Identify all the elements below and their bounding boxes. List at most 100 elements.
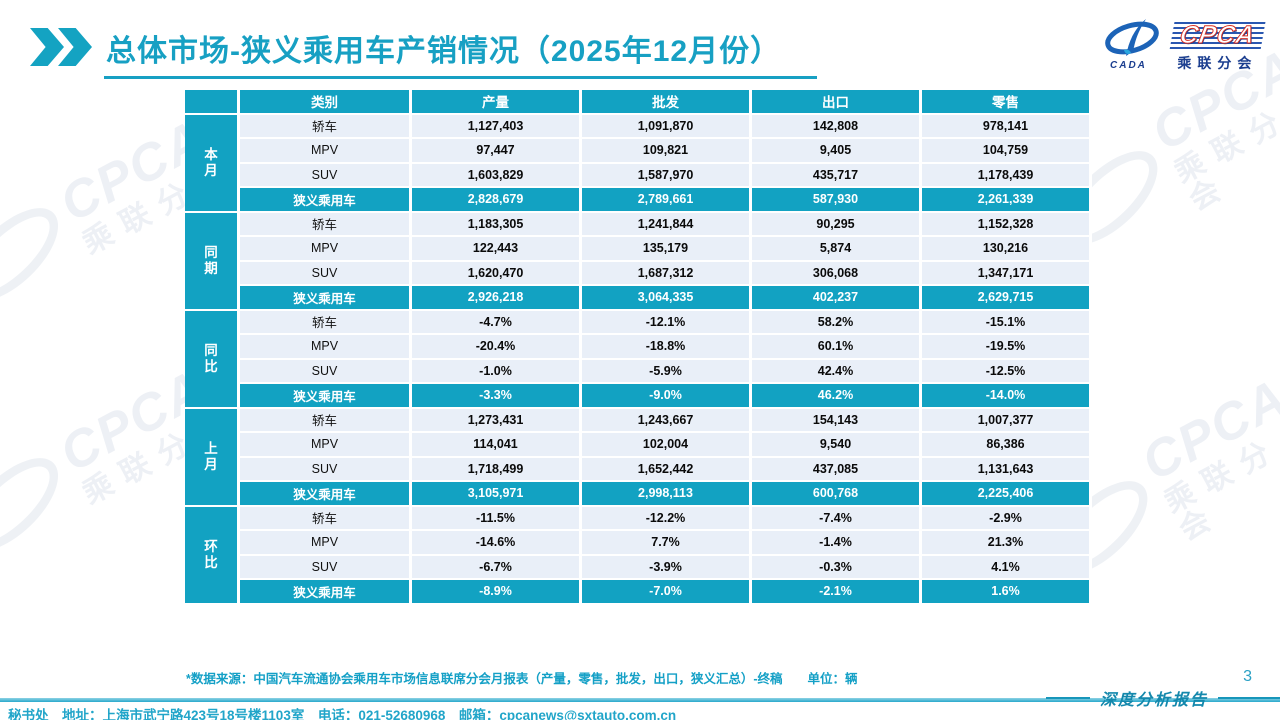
- value-cell: 97,447: [412, 139, 582, 164]
- watermark-subtext: 乘联分会: [1169, 100, 1280, 218]
- table-row: 狭义乘用车 3,105,971 2,998,113 600,768 2,225,406: [185, 482, 1092, 507]
- column-header-export: 出口: [752, 90, 922, 115]
- value-cell: -2.9%: [922, 506, 1092, 531]
- value-cell: 90,295: [752, 212, 922, 237]
- table-row: MPV -14.6% 7.7% -1.4% 21.3%: [185, 531, 1092, 556]
- category-cell: SUV: [240, 555, 412, 580]
- value-cell: 58.2%: [752, 310, 922, 335]
- category-cell: MPV: [240, 237, 412, 262]
- page-title: 总体市场-狭义乘用车产销情况（2025年12月份）: [104, 26, 818, 79]
- cpca-logo-subtext: 乘联分会: [1177, 55, 1258, 71]
- page-number: 3: [1243, 668, 1252, 685]
- category-cell: 狭义乘用车: [240, 188, 412, 213]
- table-row: SUV 1,603,829 1,587,970 435,717 1,178,439: [185, 163, 1092, 188]
- value-cell: 5,874: [752, 237, 922, 262]
- data-source-footnote: *数据来源：中国汽车流通协会乘用车市场信息联席分会月报表（产量，零售，批发，出口…: [186, 672, 858, 686]
- value-cell: 2,789,661: [582, 188, 752, 213]
- value-cell: 1,273,431: [412, 408, 582, 433]
- table-row: SUV -6.7% -3.9% -0.3% 4.1%: [185, 555, 1092, 580]
- watermark-subtext: 乘联分会: [1159, 430, 1280, 548]
- category-cell: MPV: [240, 335, 412, 360]
- value-cell: 122,443: [412, 237, 582, 262]
- category-cell: 轿车: [240, 408, 412, 433]
- value-cell: -14.0%: [922, 384, 1092, 409]
- value-cell: 104,759: [922, 139, 1092, 164]
- divider-line: [1045, 697, 1090, 699]
- value-cell: -20.4%: [412, 335, 582, 360]
- value-cell: 102,004: [582, 433, 752, 458]
- table-row: 狭义乘用车 2,926,218 3,064,335 402,237 2,629,715: [185, 286, 1092, 311]
- value-cell: -9.0%: [582, 384, 752, 409]
- group-label-3: 上月: [185, 408, 240, 507]
- value-cell: 21.3%: [922, 531, 1092, 556]
- value-cell: 1,183,305: [412, 212, 582, 237]
- group-label-4: 环比: [185, 506, 240, 605]
- value-cell: -7.4%: [752, 506, 922, 531]
- table-row: SUV 1,718,499 1,652,442 437,085 1,131,643: [185, 457, 1092, 482]
- footer-contact: 秘书处 地址：上海市武宁路423号18号楼1103室 电话：021-526809…: [8, 708, 677, 720]
- value-cell: 402,237: [752, 286, 922, 311]
- report-label: 深度分析报告: [1099, 692, 1208, 709]
- value-cell: 1,587,970: [582, 163, 752, 188]
- value-cell: 306,068: [752, 261, 922, 286]
- value-cell: 130,216: [922, 237, 1092, 262]
- value-cell: -12.1%: [582, 310, 752, 335]
- value-cell: -11.5%: [412, 506, 582, 531]
- value-cell: 978,141: [922, 114, 1092, 139]
- watermark-text: CPCA: [1132, 368, 1280, 493]
- report-tag: 深度分析报告: [1045, 686, 1280, 710]
- table-header-row: 类别 产量 批发 出口 零售: [185, 90, 1092, 115]
- value-cell: 2,225,406: [922, 482, 1092, 507]
- value-cell: 1,178,439: [922, 163, 1092, 188]
- watermark-ellipse-icon: [0, 442, 74, 568]
- value-cell: 4.1%: [922, 555, 1092, 580]
- value-cell: 1,347,171: [922, 261, 1092, 286]
- value-cell: 1,127,403: [412, 114, 582, 139]
- value-cell: 154,143: [752, 408, 922, 433]
- value-cell: -4.7%: [412, 310, 582, 335]
- value-cell: -3.9%: [582, 555, 752, 580]
- value-cell: -2.1%: [752, 580, 922, 605]
- value-cell: 2,998,113: [582, 482, 752, 507]
- value-cell: 135,179: [582, 237, 752, 262]
- table-row: 本月轿车 1,127,403 1,091,870 142,808 978,141: [185, 114, 1092, 213]
- value-cell: -6.7%: [412, 555, 582, 580]
- category-cell: 狭义乘用车: [240, 286, 412, 311]
- value-cell: 1,152,328: [922, 212, 1092, 237]
- category-cell: SUV: [240, 163, 412, 188]
- value-cell: -1.4%: [752, 531, 922, 556]
- table-row: MPV 122,443 135,179 5,874 130,216: [185, 237, 1092, 262]
- value-cell: 3,105,971: [412, 482, 582, 507]
- value-cell: 1.6%: [922, 580, 1092, 605]
- column-header-retail: 零售: [922, 90, 1092, 115]
- category-cell: 狭义乘用车: [240, 580, 412, 605]
- value-cell: -0.3%: [752, 555, 922, 580]
- value-cell: 2,828,679: [412, 188, 582, 213]
- value-cell: 1,241,844: [582, 212, 752, 237]
- table-row: MPV 97,447 109,821 9,405 104,759: [185, 139, 1092, 164]
- value-cell: 109,821: [582, 139, 752, 164]
- value-cell: 2,926,218: [412, 286, 582, 311]
- divider-line: [1218, 697, 1280, 699]
- chevron-right-icon: [30, 28, 64, 66]
- category-cell: SUV: [240, 457, 412, 482]
- value-cell: 1,243,667: [582, 408, 752, 433]
- category-cell: SUV: [240, 359, 412, 384]
- table-row: 狭义乘用车 -8.9% -7.0% -2.1% 1.6%: [185, 580, 1092, 605]
- category-cell: 轿车: [240, 212, 412, 237]
- category-cell: MPV: [240, 139, 412, 164]
- column-header-wholesale: 批发: [582, 90, 752, 115]
- value-cell: -3.3%: [412, 384, 582, 409]
- value-cell: -8.9%: [412, 580, 582, 605]
- value-cell: -12.5%: [922, 359, 1092, 384]
- value-cell: 1,131,643: [922, 457, 1092, 482]
- category-cell: 轿车: [240, 310, 412, 335]
- value-cell: 1,620,470: [412, 261, 582, 286]
- value-cell: -7.0%: [582, 580, 752, 605]
- value-cell: 7.7%: [582, 531, 752, 556]
- cpca-logo: CADA CPCA 乘联分会: [1102, 16, 1266, 73]
- value-cell: -14.6%: [412, 531, 582, 556]
- value-cell: -15.1%: [922, 310, 1092, 335]
- value-cell: 86,386: [922, 433, 1092, 458]
- table-row: 狭义乘用车 2,828,679 2,789,661 587,930 2,261,339: [185, 188, 1092, 213]
